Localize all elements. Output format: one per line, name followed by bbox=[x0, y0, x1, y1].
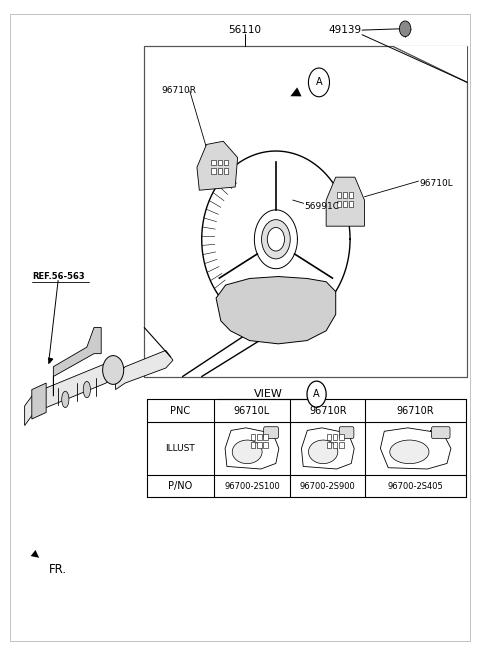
Bar bbox=[327, 442, 331, 448]
Bar bbox=[217, 160, 222, 166]
Text: P/NO: P/NO bbox=[168, 481, 192, 491]
Bar bbox=[211, 168, 216, 174]
Bar bbox=[339, 434, 344, 440]
Text: 96710R: 96710R bbox=[309, 406, 347, 416]
Text: 56991C: 56991C bbox=[305, 202, 340, 211]
Bar bbox=[224, 160, 228, 166]
Polygon shape bbox=[380, 428, 451, 469]
Text: 96700-2S405: 96700-2S405 bbox=[388, 481, 444, 491]
Polygon shape bbox=[301, 428, 354, 469]
Polygon shape bbox=[32, 383, 46, 419]
Bar bbox=[251, 442, 255, 448]
Circle shape bbox=[262, 219, 290, 259]
Bar bbox=[263, 442, 268, 448]
Polygon shape bbox=[225, 428, 279, 469]
Bar bbox=[336, 192, 341, 198]
Bar bbox=[343, 192, 347, 198]
Text: PNC: PNC bbox=[170, 406, 190, 416]
Bar bbox=[339, 442, 344, 448]
Text: A: A bbox=[313, 389, 320, 399]
Text: 96710R: 96710R bbox=[397, 406, 434, 416]
Polygon shape bbox=[116, 350, 173, 390]
Bar bbox=[349, 200, 353, 206]
Text: 96710R: 96710R bbox=[161, 86, 196, 96]
Circle shape bbox=[399, 21, 411, 37]
Polygon shape bbox=[24, 364, 116, 426]
Bar bbox=[327, 434, 331, 440]
Bar bbox=[251, 434, 255, 440]
Ellipse shape bbox=[83, 381, 90, 398]
Bar bbox=[343, 200, 347, 206]
Polygon shape bbox=[393, 47, 468, 83]
Text: 56110: 56110 bbox=[228, 25, 261, 35]
Text: ILLUST: ILLUST bbox=[165, 444, 195, 453]
Text: 96700-2S100: 96700-2S100 bbox=[224, 481, 280, 491]
Bar bbox=[144, 47, 468, 377]
Text: FR.: FR. bbox=[48, 563, 67, 576]
Bar bbox=[263, 434, 268, 440]
Bar bbox=[217, 168, 222, 174]
Text: REF.56-563: REF.56-563 bbox=[32, 272, 84, 281]
Circle shape bbox=[267, 227, 285, 251]
Bar bbox=[333, 442, 337, 448]
Bar bbox=[336, 200, 341, 206]
Circle shape bbox=[309, 68, 329, 97]
Circle shape bbox=[307, 381, 326, 407]
Ellipse shape bbox=[232, 440, 262, 464]
Text: 96710L: 96710L bbox=[234, 406, 270, 416]
Bar bbox=[257, 442, 262, 448]
Bar bbox=[333, 434, 337, 440]
FancyBboxPatch shape bbox=[264, 427, 278, 438]
Polygon shape bbox=[216, 276, 336, 344]
Ellipse shape bbox=[62, 391, 69, 407]
Polygon shape bbox=[197, 141, 238, 190]
Circle shape bbox=[103, 356, 124, 384]
Bar bbox=[211, 160, 216, 166]
Polygon shape bbox=[53, 328, 101, 396]
Text: A: A bbox=[316, 77, 322, 87]
FancyBboxPatch shape bbox=[432, 427, 450, 438]
Ellipse shape bbox=[309, 440, 338, 464]
Text: 49139: 49139 bbox=[329, 25, 362, 35]
Text: 96710L: 96710L bbox=[420, 179, 453, 188]
Polygon shape bbox=[326, 177, 364, 226]
Bar bbox=[224, 168, 228, 174]
Ellipse shape bbox=[390, 440, 429, 464]
FancyBboxPatch shape bbox=[339, 427, 354, 438]
Bar bbox=[349, 192, 353, 198]
Bar bbox=[257, 434, 262, 440]
Text: 96700-2S900: 96700-2S900 bbox=[300, 481, 356, 491]
Text: VIEW: VIEW bbox=[254, 389, 283, 399]
